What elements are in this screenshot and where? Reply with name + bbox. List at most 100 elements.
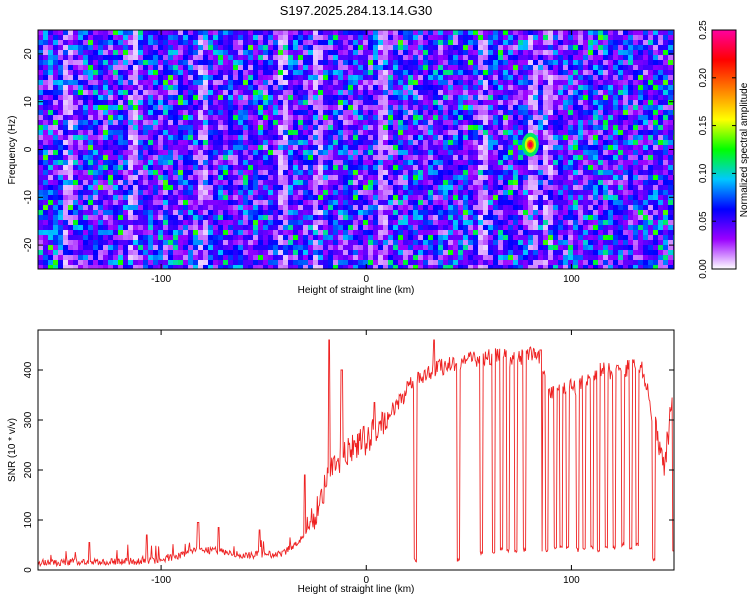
heatmap-cell [433, 115, 438, 120]
heatmap-cell [213, 190, 218, 195]
heatmap-cell [228, 265, 233, 269]
heatmap-cell [118, 185, 123, 190]
heatmap-cell [203, 165, 208, 170]
heatmap-cell [163, 125, 168, 130]
heatmap-cell [98, 150, 103, 155]
heatmap-cell [113, 40, 118, 45]
heatmap-cell [138, 110, 143, 115]
heatmap-cell [38, 35, 43, 40]
heatmap-cell [383, 80, 388, 85]
heatmap-cell [548, 95, 553, 100]
heatmap-cell [308, 55, 313, 60]
heatmap-cell [128, 75, 133, 80]
heatmap-cell [498, 85, 503, 90]
heatmap-cell [373, 50, 378, 55]
heatmap-cell [348, 230, 353, 235]
heatmap-cell [318, 225, 323, 230]
heatmap-cell [198, 180, 203, 185]
heatmap-cell [68, 165, 73, 170]
heatmap-cell [208, 100, 213, 105]
heatmap-cell [508, 210, 513, 215]
heatmap-cell [528, 195, 533, 200]
heatmap-cell [203, 55, 208, 60]
heatmap-cell [448, 155, 453, 160]
heatmap-cell [508, 65, 513, 70]
heatmap-cell [188, 115, 193, 120]
heatmap-cell [68, 245, 73, 250]
heatmap-cell [183, 225, 188, 230]
heatmap-cell [403, 155, 408, 160]
heatmap-cell [403, 120, 408, 125]
heatmap-cell [233, 245, 238, 250]
heatmap-cell [463, 130, 468, 135]
heatmap-cell [413, 215, 418, 220]
heatmap-cell [73, 260, 78, 265]
heatmap-cell [483, 105, 488, 110]
heatmap-cell [273, 180, 278, 185]
heatmap-cell [238, 100, 243, 105]
heatmap-cell [548, 165, 553, 170]
heatmap-cell [78, 65, 83, 70]
heatmap-cell [323, 255, 328, 260]
heatmap-cell [333, 45, 338, 50]
heatmap-cell [143, 125, 148, 130]
heatmap-cell [93, 250, 98, 255]
heatmap-cell [168, 165, 173, 170]
heatmap-cell [73, 190, 78, 195]
heatmap-cell [278, 160, 283, 165]
heatmap-cell [348, 195, 353, 200]
heatmap-cell [83, 150, 88, 155]
heatmap-cell [183, 75, 188, 80]
heatmap-cell [118, 105, 123, 110]
heatmap-cell [223, 50, 228, 55]
heatmap-cell [163, 100, 168, 105]
heatmap-cell [423, 180, 428, 185]
heatmap-cell [468, 200, 473, 205]
heatmap-cell [168, 35, 173, 40]
heatmap-cell [508, 250, 513, 255]
heatmap-cell [228, 215, 233, 220]
heatmap-cell [118, 35, 123, 40]
heatmap-cell [128, 245, 133, 250]
heatmap-cell [53, 250, 58, 255]
heatmap-cell [198, 30, 203, 35]
heatmap-cell [518, 205, 523, 210]
heatmap-cell [38, 250, 43, 255]
heatmap-cell [453, 225, 458, 230]
heatmap-cell [403, 75, 408, 80]
heatmap-cell [458, 205, 463, 210]
heatmap-cell [323, 105, 328, 110]
heatmap-cell [178, 230, 183, 235]
heatmap-cell [453, 115, 458, 120]
heatmap-cell [98, 200, 103, 205]
heatmap-cell [343, 100, 348, 105]
heatmap-cell [128, 60, 133, 65]
heatmap-cell [348, 225, 353, 230]
heatmap-cell [513, 200, 518, 205]
heatmap-cell [203, 145, 208, 150]
heatmap-cell [88, 260, 93, 265]
heatmap-cell [38, 205, 43, 210]
heatmap-cell [493, 150, 498, 155]
heatmap-cell [83, 75, 88, 80]
heatmap-cell [53, 110, 58, 115]
heatmap-cell [468, 265, 473, 269]
heatmap-cell [388, 170, 393, 175]
heatmap-cell [288, 240, 293, 245]
heatmap-cell [263, 250, 268, 255]
heatmap-cell [133, 100, 138, 105]
heatmap-cell [58, 45, 63, 50]
heatmap-cell [448, 170, 453, 175]
heatmap-cell [498, 170, 503, 175]
heatmap-cell [238, 255, 243, 260]
heatmap-cell [173, 185, 178, 190]
heatmap-cell [513, 105, 518, 110]
heatmap-cell [213, 60, 218, 65]
heatmap-cell [63, 100, 68, 105]
heatmap-cell [313, 200, 318, 205]
heatmap-cell [288, 40, 293, 45]
heatmap-cell [553, 265, 558, 269]
heatmap-cell [108, 75, 113, 80]
heatmap-cell [158, 210, 163, 215]
heatmap-cell [458, 30, 463, 35]
